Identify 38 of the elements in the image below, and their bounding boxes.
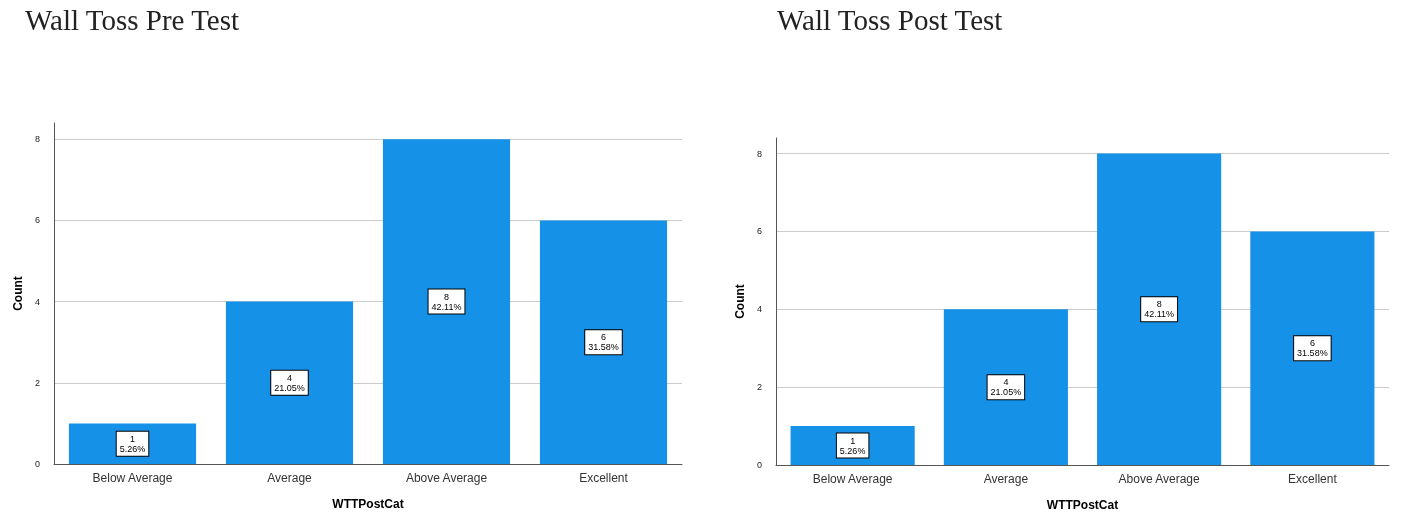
bar <box>943 309 1068 465</box>
x-tick-label: Above Average <box>405 471 488 485</box>
x-tick-label: Average <box>267 471 313 485</box>
y-tick-label: 0 <box>34 459 40 469</box>
bar <box>1250 231 1375 465</box>
y-tick-label: 8 <box>34 134 40 145</box>
y-tick-label: 2 <box>756 382 762 393</box>
x-axis-title: WTTPostCat <box>332 497 404 511</box>
data-label: 8 42.11% <box>431 291 462 312</box>
data-label: 1 5.26% <box>119 433 146 454</box>
x-tick-label: Above Average <box>1118 472 1201 486</box>
y-tick-label: 6 <box>756 226 762 237</box>
bar <box>382 139 511 464</box>
chart-title: Wall Toss Post Test <box>777 3 1003 36</box>
bar <box>225 301 354 464</box>
x-tick-label: Average <box>983 472 1029 486</box>
data-label: 4 21.05% <box>990 377 1022 398</box>
bar <box>539 220 668 464</box>
data-label: 6 31.58% <box>1297 338 1328 359</box>
y-tick-label: 6 <box>34 215 40 226</box>
x-tick-label: Excellent <box>1288 472 1338 486</box>
y-tick-label: 2 <box>34 377 40 388</box>
bar <box>1097 153 1222 465</box>
chart-title: Wall Toss Pre Test <box>25 3 240 36</box>
x-axis-title: WTTPostCat <box>1046 498 1119 512</box>
data-label: 6 31.58% <box>588 332 619 353</box>
y-tick-label: 8 <box>756 148 762 159</box>
y-tick-label: 4 <box>34 296 40 307</box>
data-label: 8 42.11% <box>1144 299 1175 320</box>
x-tick-label: Below Average <box>812 472 893 486</box>
y-tick-label: 4 <box>756 304 762 315</box>
data-label: 4 21.05% <box>274 372 305 393</box>
data-label: 1 5.26% <box>839 435 866 456</box>
y-tick-label: 0 <box>756 460 762 470</box>
x-tick-label: Excellent <box>579 471 629 485</box>
y-axis-title: Count <box>733 284 748 319</box>
x-tick-label: Below Average <box>92 471 173 485</box>
y-axis-title: Count <box>11 276 26 311</box>
